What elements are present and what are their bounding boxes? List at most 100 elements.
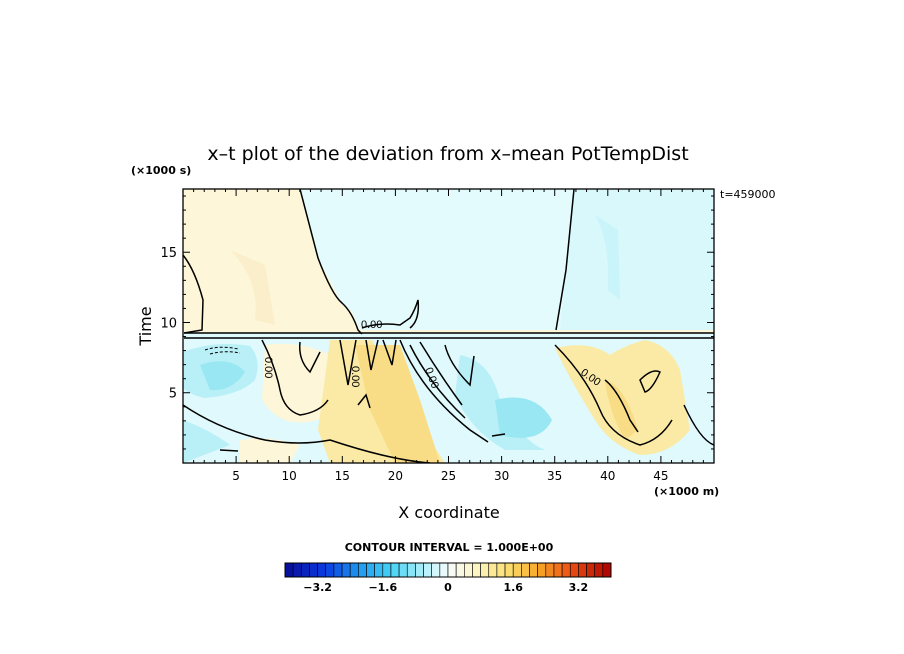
time-stamp: t=459000 [720, 188, 776, 201]
contour-line-tick-2 [219, 449, 239, 452]
colorbar-swatch [512, 562, 522, 578]
contour-line-finger-2 [339, 339, 357, 386]
contour-lines [183, 189, 714, 463]
x-tick-label: 45 [653, 469, 668, 483]
contour-line-left [183, 254, 204, 334]
contour-line-lower-band [183, 404, 431, 463]
colorbar-swatch [406, 562, 416, 578]
shaded-field [183, 189, 714, 463]
colorbar-swatch [472, 562, 481, 578]
contour-value-label: 0.00 [349, 366, 361, 387]
colorbar-swatch [284, 562, 294, 578]
colorbar-tick-label: 3.2 [569, 581, 589, 594]
colorbar-swatch [529, 562, 538, 578]
colorbar-tick-label: 1.6 [503, 581, 523, 594]
x-tick-label: 5 [232, 469, 240, 483]
colorbar-swatch [496, 562, 506, 578]
x-tick-label: 25 [441, 469, 456, 483]
colorbar-tick-label: −3.2 [303, 581, 332, 594]
colorbar-swatch [309, 562, 318, 578]
contour-line-tick-3 [357, 393, 371, 409]
negative-corner-left [183, 420, 230, 463]
colorbar-swatch [521, 562, 530, 578]
x-tick-label: 10 [282, 469, 297, 483]
y-unit-label: (×1000 s) [131, 164, 191, 177]
colorbar-swatch [439, 562, 449, 578]
colorbar-swatch [488, 562, 498, 578]
colorbar-tick-label: 0 [444, 581, 452, 594]
colorbar-swatch [415, 562, 424, 578]
contour-line-right-inner-1 [604, 379, 639, 433]
x-tick-label: 15 [335, 469, 350, 483]
x-axis-ticks: 5 10 15 20 25 30 35 40 45 [193, 189, 704, 483]
contour-line-finger-3 [365, 339, 379, 371]
colorbar-swatch [423, 562, 432, 578]
contour-line-lower-left [261, 339, 329, 416]
colorbar-swatch [349, 562, 359, 578]
contour-line-upper-right [555, 189, 575, 331]
colorbar-frame [284, 562, 612, 578]
positive-core-right [605, 380, 638, 440]
positive-streak-upper-left [230, 250, 275, 325]
dashed-contour-2 [209, 351, 241, 355]
dashed-contours [204, 346, 241, 355]
colorbar-swatch [447, 562, 457, 578]
y-tick-label: 5 [169, 387, 177, 402]
x-tick-label: 30 [494, 469, 509, 483]
negative-core-center [495, 397, 552, 438]
contour-line-finger-1 [298, 341, 321, 374]
contour-line-diagonal-2 [409, 344, 466, 419]
contour-value-label: 0.00 [361, 319, 382, 331]
y-tick-label: 10 [160, 316, 177, 331]
colorbar-swatch [358, 562, 367, 578]
colorbar-swatch [325, 562, 335, 578]
contour-line-diagonal-1 [399, 339, 489, 443]
x-axis-label: X coordinate [398, 503, 499, 522]
colorbar-swatch [431, 562, 441, 578]
colorbar-swatch [390, 562, 400, 578]
contour-line-right-edge [683, 404, 714, 446]
x-tick-label: 40 [600, 469, 615, 483]
colorbar-swatch [594, 562, 604, 578]
positive-core-center [355, 345, 440, 463]
colorbar-swatch [480, 562, 490, 578]
x-tick-label: 35 [547, 469, 562, 483]
colorbar-swatch [455, 562, 465, 578]
colorbar-swatch [463, 562, 473, 578]
y-tick-label: 15 [160, 246, 177, 261]
colorbar-swatch [504, 562, 514, 578]
colorbar-tick-label: −1.6 [368, 581, 397, 594]
colorbar-swatch [366, 562, 375, 578]
contour-line-finger-5 [444, 344, 475, 387]
chart-title: x–t plot of the deviation from x–mean Po… [207, 143, 688, 165]
x-unit-label: (×1000 m) [654, 485, 719, 498]
y-axis-ticks: 5 10 15 [160, 195, 714, 450]
contour-value-label: 0.00 [262, 357, 274, 378]
colorbar-swatch [292, 562, 302, 578]
colorbar-swatch [398, 562, 408, 578]
contour-line-finger-4 [382, 339, 397, 366]
colorbar-swatch [602, 562, 612, 578]
y-axis-label: Time [136, 306, 155, 346]
negative-region-upper-far-right [560, 189, 714, 330]
colorbar-swatch [317, 562, 327, 578]
contour-line-diagonal-3 [419, 341, 463, 406]
contour-line-right-inner-2 [639, 370, 661, 393]
colorbar-swatch [545, 562, 555, 578]
colorbar [284, 562, 612, 578]
negative-region-upper-right [318, 189, 574, 330]
dashed-contour-1 [204, 346, 239, 351]
x-tick-label: 20 [388, 469, 403, 483]
positive-patch-bottom [240, 438, 300, 463]
colorbar-swatch [537, 562, 547, 578]
colorbar-swatch [561, 562, 571, 578]
contour-line-tick-1 [491, 433, 506, 437]
colorbar-swatch [569, 562, 579, 578]
colorbar-ticks: −3.2 −1.6 0 1.6 3.2 [303, 581, 588, 594]
colorbar-swatch [586, 562, 595, 578]
colorbar-swatch [382, 562, 392, 578]
contour-line-upper-left [299, 189, 363, 335]
colorbar-swatch [578, 562, 587, 578]
